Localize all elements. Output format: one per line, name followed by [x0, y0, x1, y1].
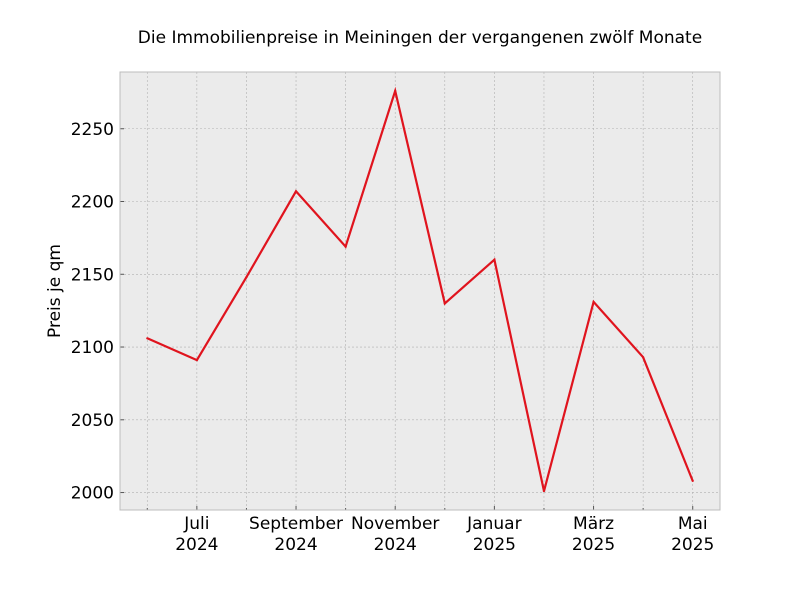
x-tick-month: März: [573, 514, 614, 534]
data-point: [493, 258, 496, 261]
x-tick-month: Mai: [678, 514, 708, 534]
data-point: [394, 89, 397, 93]
series-line: [146, 86, 694, 492]
x-tick-label: Januar 2025: [466, 514, 521, 555]
plot-area: [120, 72, 720, 510]
y-tick-label: 2200: [71, 193, 114, 213]
x-tick-year: 2024: [374, 535, 417, 555]
x-tick-year: 2024: [175, 535, 218, 555]
x-tick-month: September: [249, 514, 343, 534]
data-point: [344, 245, 347, 248]
plot-frame: [119, 71, 721, 511]
x-tick-month: Januar: [466, 514, 521, 534]
data-point: [592, 300, 595, 304]
data-point: [443, 302, 446, 305]
x-tick-year: 2025: [473, 535, 516, 555]
data-point: [691, 479, 694, 482]
y-tick-label: 2100: [71, 338, 114, 358]
x-tick-label: September 2024: [249, 514, 343, 555]
data-point: [642, 356, 645, 359]
x-tick-label: November 2024: [351, 514, 439, 555]
x-tick-year: 2025: [671, 535, 714, 555]
data-point: [146, 337, 149, 340]
data-point: [542, 489, 546, 493]
y-tick-label: 2000: [71, 484, 114, 504]
data-point: [294, 190, 298, 193]
y-tick-label: 2150: [71, 265, 114, 285]
x-tick-label: Juli 2024: [175, 514, 218, 555]
x-tick-year: 2024: [274, 535, 317, 555]
chart-title: Die Immobilienpreise in Meiningen der ve…: [138, 28, 702, 48]
x-tick-label: Mai 2025: [671, 514, 714, 555]
data-point: [245, 276, 248, 279]
series-group: [146, 86, 694, 493]
x-tick-label: März 2025: [572, 514, 615, 555]
data-point: [195, 359, 198, 362]
x-tick-month: November: [351, 514, 439, 534]
y-tick-label: 2050: [71, 411, 114, 431]
y-axis-label: Preis je qm: [45, 244, 65, 338]
y-axis: 2000 2050 2100 2150 2200 2250: [71, 120, 124, 504]
y-tick-label: 2250: [71, 120, 114, 140]
x-tick-month: Juli: [183, 514, 209, 534]
x-tick-year: 2025: [572, 535, 615, 555]
